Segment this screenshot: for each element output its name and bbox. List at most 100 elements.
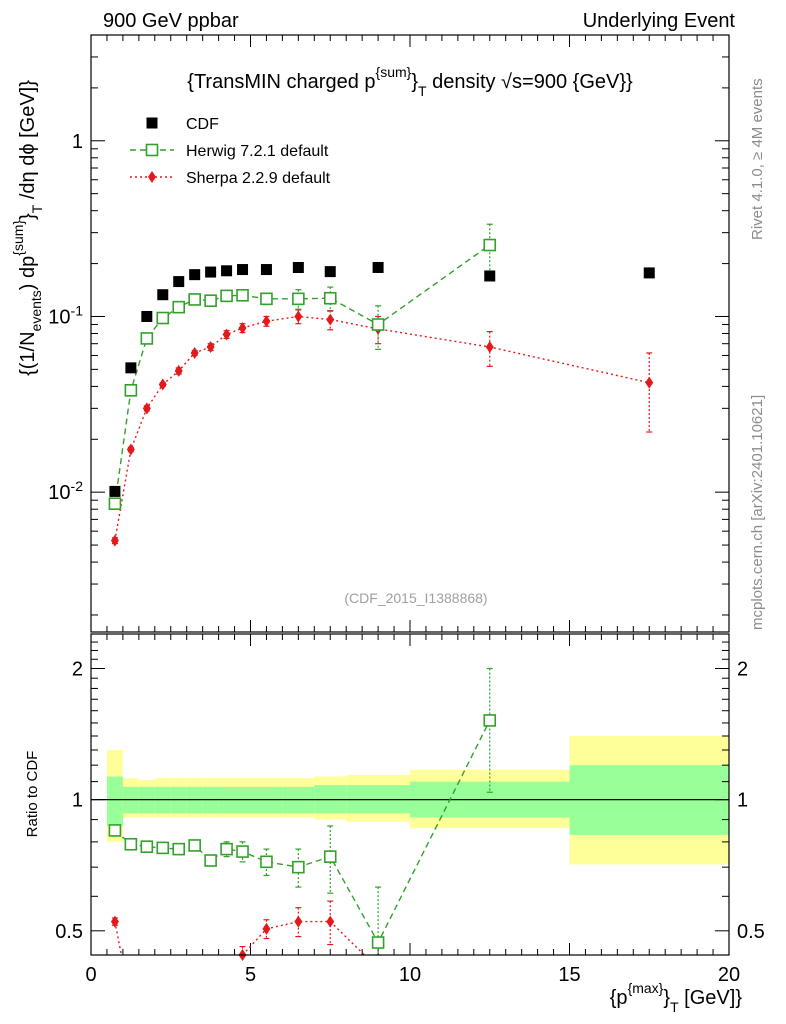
data-point-herwig <box>188 839 201 852</box>
legend-marker <box>146 117 158 129</box>
mcplots-side-label: mcplots.cern.ch [arXiv:2401.10621] <box>749 395 766 630</box>
ratio-y-axis-label: Ratio to CDF <box>24 751 41 838</box>
main-panel-series <box>108 223 655 547</box>
data-point-cdf <box>643 267 655 279</box>
data-point-sherpa <box>158 378 167 391</box>
main-panel-ticks: 10-2 10-1 1 <box>48 34 730 632</box>
x-tick-label: 15 <box>558 964 580 986</box>
data-point-cdf <box>324 266 336 278</box>
data-point-sherpa <box>222 328 231 341</box>
data-point-cdf <box>109 485 121 497</box>
data-point-cdf <box>125 362 137 374</box>
data-point-herwig <box>108 824 122 837</box>
legend-marker <box>148 171 156 183</box>
main-y-tick-label: 1 <box>72 131 83 153</box>
data-point-cdf <box>484 270 496 282</box>
data-point-cdf <box>189 269 201 281</box>
data-point-herwig <box>172 300 186 314</box>
data-point-herwig <box>140 840 154 853</box>
data-point-herwig <box>292 292 305 306</box>
ratio-uncertainty-bands <box>91 735 729 865</box>
x-tick-label: 5 <box>245 964 256 986</box>
data-point-sherpa <box>326 915 335 928</box>
data-point-sherpa <box>110 534 119 547</box>
data-point-sherpa <box>206 341 215 354</box>
main-panel-frame <box>90 34 730 633</box>
x-tick-label: 0 <box>85 964 96 986</box>
data-point-herwig <box>323 291 337 305</box>
main-y-axis-label: {(1/Nevents) dp{sum}}T /dη dϕ [GeV]} <box>10 80 45 376</box>
series-line <box>114 720 491 944</box>
ratio-y-tick-label: 0.5 <box>55 921 83 943</box>
data-point-sherpa <box>174 364 183 377</box>
band-inner <box>106 776 123 827</box>
data-point-cdf <box>372 261 384 273</box>
data-point-herwig <box>108 497 122 510</box>
series-line <box>114 920 366 955</box>
data-point-sherpa <box>190 346 199 359</box>
data-point-cdf <box>292 261 304 273</box>
data-point-herwig <box>204 854 217 867</box>
ratio-y-tick-label-right: 1 <box>737 790 748 812</box>
data-point-sherpa <box>142 402 151 415</box>
analysis-watermark: (CDF_2015_I1388868) <box>344 590 487 606</box>
ratio-panel-series <box>108 667 497 961</box>
data-point-herwig <box>220 289 233 303</box>
data-point-cdf <box>260 264 272 276</box>
series-line <box>114 315 650 541</box>
legend: CDF Herwig 7.2.1 default Sherpa 2.2.9 defa… <box>130 116 331 187</box>
rivet-side-label: Rivet 4.1.0, ≥ 4M events <box>749 78 766 240</box>
series-line <box>114 244 491 504</box>
chart-title: {TransMIN charged p{sum}}T density √s=90… <box>187 64 633 99</box>
data-point-herwig <box>483 238 497 252</box>
data-point-herwig <box>371 936 385 949</box>
data-point-sherpa <box>126 443 135 456</box>
data-point-cdf <box>157 289 169 301</box>
legend-label: CDF <box>186 116 219 133</box>
data-point-sherpa <box>262 922 271 935</box>
ratio-y-tick-label-right: 2 <box>737 658 748 680</box>
data-point-herwig <box>124 384 138 397</box>
data-point-sherpa <box>326 313 335 326</box>
ratio-panel-ticks: 0 5 10 15 20 0.5 0.5 1 1 2 2 <box>55 634 765 986</box>
data-point-herwig <box>260 292 273 306</box>
x-tick-label: 20 <box>718 964 740 986</box>
data-point-herwig <box>172 842 186 856</box>
data-point-herwig <box>236 288 249 302</box>
main-y-tick-label: 10-2 <box>48 478 83 504</box>
data-point-herwig <box>220 842 233 856</box>
data-point-cdf <box>173 276 185 288</box>
data-point-herwig <box>156 841 170 855</box>
ratio-y-tick-label-right: 0.5 <box>737 921 765 943</box>
data-point-sherpa <box>294 310 303 323</box>
data-point-herwig <box>124 837 138 851</box>
legend-label: Herwig 7.2.1 default <box>186 143 329 160</box>
data-point-herwig <box>260 855 273 869</box>
data-point-herwig <box>323 850 337 863</box>
data-point-herwig <box>156 311 170 325</box>
data-point-herwig <box>483 714 497 727</box>
data-point-sherpa <box>485 341 494 354</box>
main-y-tick-label: 10-1 <box>48 302 83 328</box>
data-point-sherpa <box>645 376 654 389</box>
data-point-cdf <box>141 310 153 322</box>
x-axis-label: {p{max}}T [GeV]} <box>610 980 743 1015</box>
header-left-label: 900 GeV ppbar <box>103 10 239 32</box>
header-right-label: Underlying Event <box>583 10 736 32</box>
data-point-herwig <box>140 332 154 345</box>
legend-marker <box>145 143 159 157</box>
data-point-sherpa <box>294 915 303 928</box>
ratio-panel-frame <box>90 633 730 956</box>
data-point-herwig <box>188 293 201 306</box>
data-point-cdf <box>205 266 217 278</box>
data-point-cdf <box>237 264 249 276</box>
data-point-sherpa <box>110 915 119 928</box>
data-point-cdf <box>221 265 233 277</box>
data-point-herwig <box>236 845 249 858</box>
data-point-herwig <box>292 860 305 874</box>
ratio-y-tick-label: 2 <box>72 658 83 680</box>
data-point-herwig <box>204 294 217 307</box>
ratio-y-tick-label: 1 <box>72 790 83 812</box>
data-point-sherpa <box>262 315 271 328</box>
